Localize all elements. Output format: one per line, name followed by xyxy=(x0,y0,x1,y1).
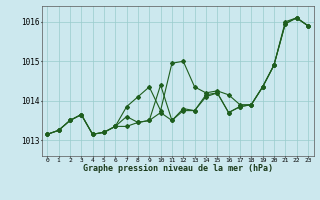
X-axis label: Graphe pression niveau de la mer (hPa): Graphe pression niveau de la mer (hPa) xyxy=(83,164,273,173)
